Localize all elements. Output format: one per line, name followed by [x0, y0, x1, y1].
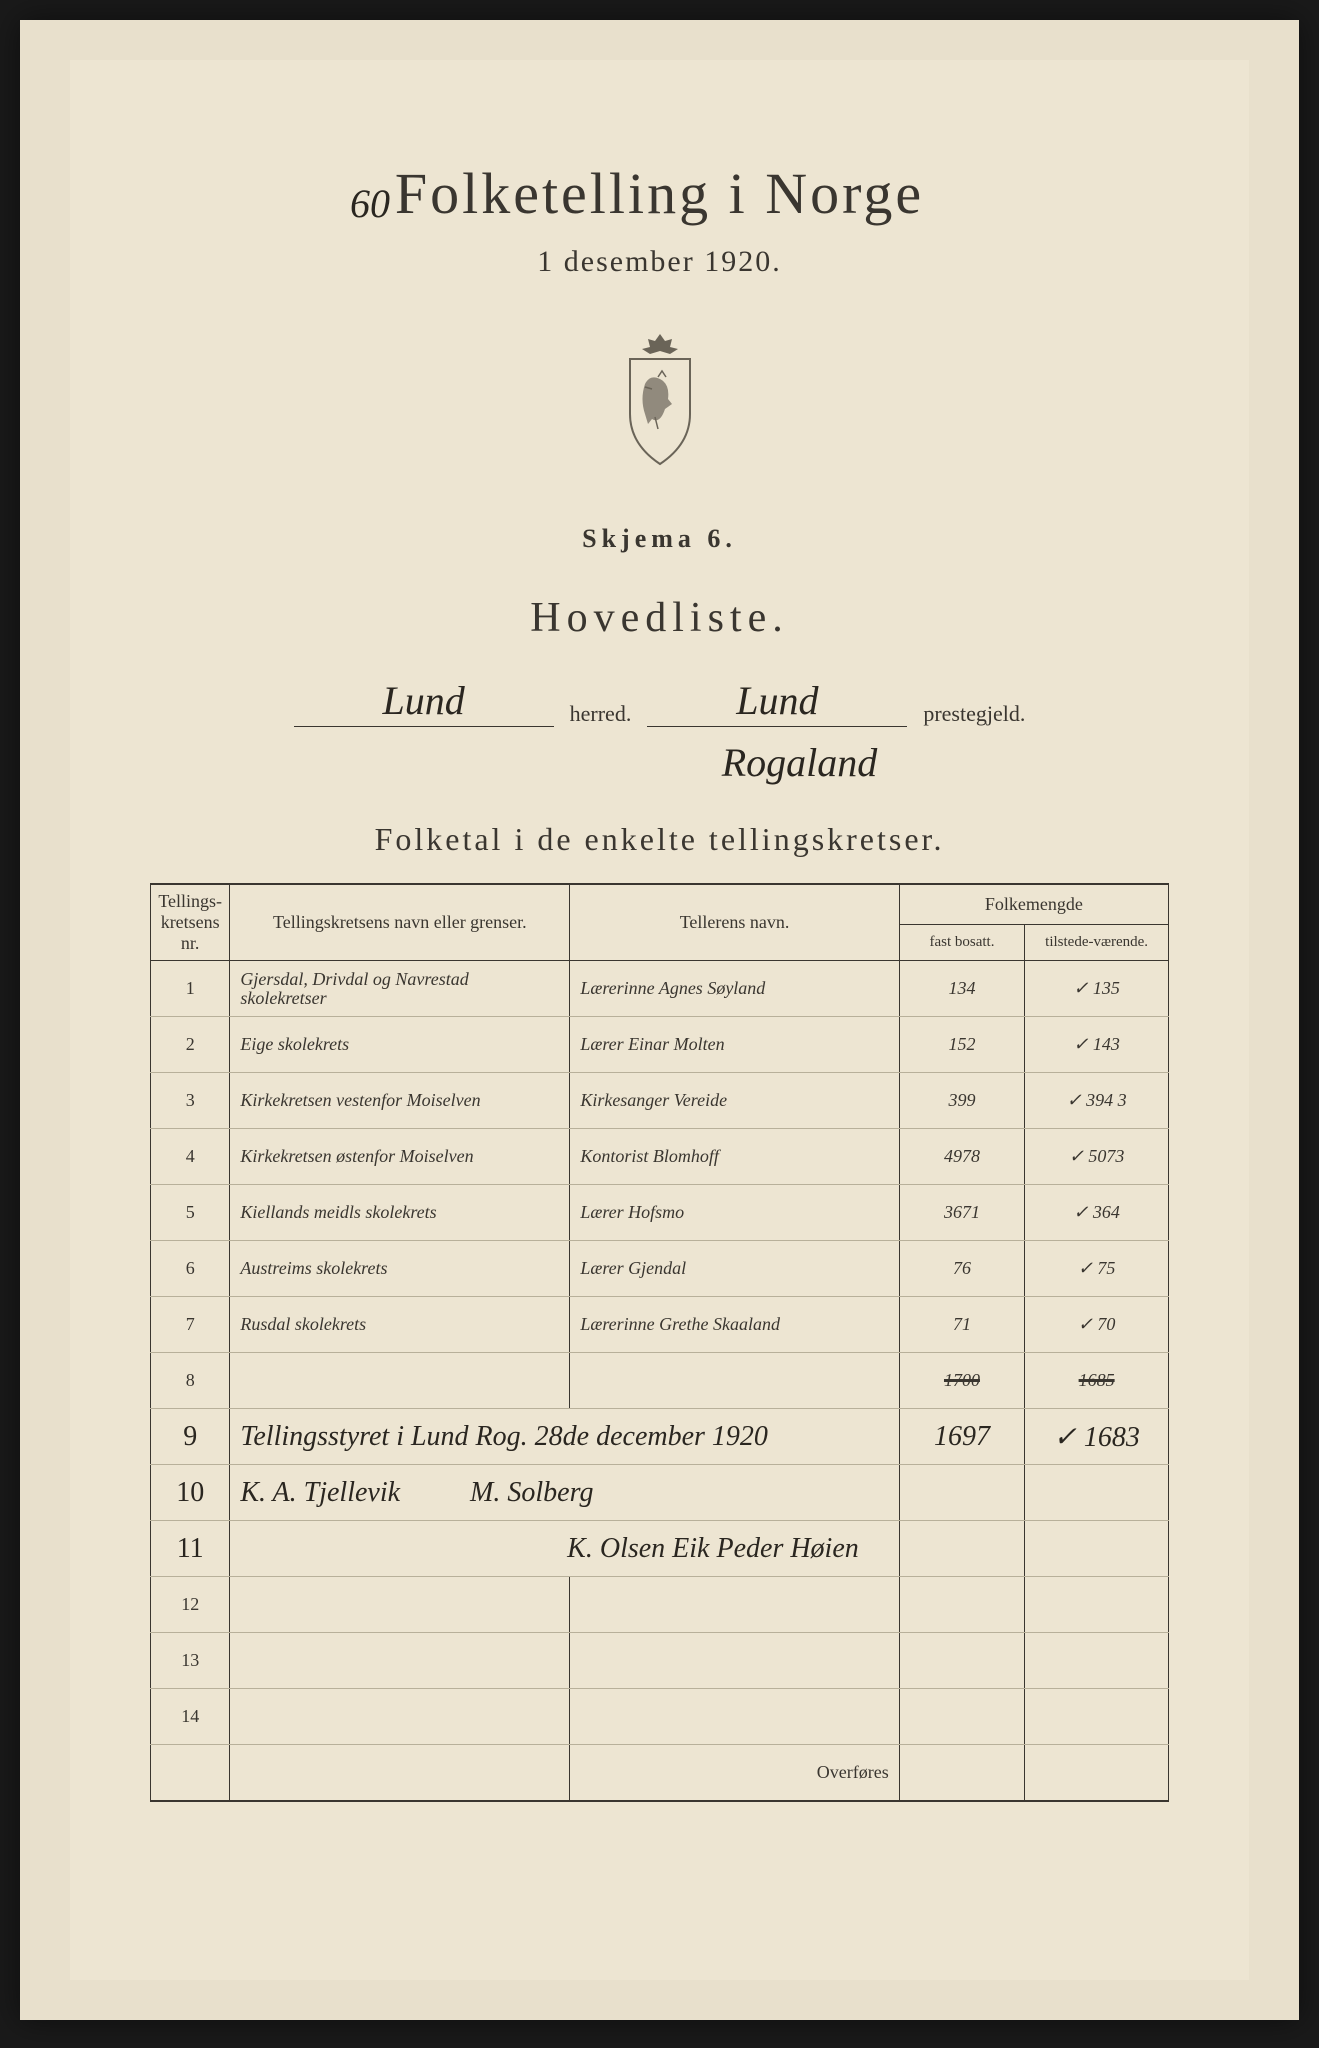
row-tilstede: 1685: [1025, 1353, 1169, 1409]
row-tilstede: ✓ 364: [1025, 1185, 1169, 1241]
row-fast: 76: [899, 1241, 1024, 1297]
table-row: 4 Kirkekretsen østenfor Moiselven Kontor…: [151, 1129, 1169, 1185]
row-nr: 4: [151, 1129, 230, 1185]
crest-icon: [610, 329, 710, 469]
table-row: 8 1700 1685: [151, 1353, 1169, 1409]
row-teller: Lærer Gjendal: [570, 1241, 899, 1297]
header-folkemengde: Folkemengde: [899, 884, 1168, 925]
header-name: Tellingskretsens navn eller grenser.: [230, 884, 570, 961]
district-line: Lund herred. Lund prestegjeld.: [150, 677, 1169, 727]
table-row: 14: [151, 1689, 1169, 1745]
county-value: Rogaland: [722, 740, 878, 785]
row-tilstede: ✓ 1683: [1025, 1409, 1169, 1465]
header-tilstede: tilstede-værende.: [1025, 925, 1169, 961]
herred-value: Lund: [294, 677, 554, 727]
row-nr: 5: [151, 1185, 230, 1241]
prestegjeld-label: prestegjeld.: [923, 701, 1025, 727]
form-number: Skjema 6.: [150, 524, 1169, 554]
row-name: Eige skolekrets: [230, 1017, 570, 1073]
header-teller: Tellerens navn.: [570, 884, 899, 961]
row-tilstede: ✓ 5073: [1025, 1129, 1169, 1185]
census-table: Tellings-kretsens nr. Tellingskretsens n…: [150, 883, 1169, 1802]
row-teller: Lærer Einar Molten: [570, 1017, 899, 1073]
row-name: Rusdal skolekrets: [230, 1297, 570, 1353]
table-row: 11 K. Olsen Eik Peder Høien: [151, 1521, 1169, 1577]
coat-of-arms: [150, 329, 1169, 474]
signature: K. Olsen Eik Peder Høien: [230, 1521, 899, 1577]
county-line: Rogaland: [150, 739, 1169, 786]
note-text: Tellingsstyret i Lund Rog. 28de december…: [230, 1409, 899, 1465]
header-fast: fast bosatt.: [899, 925, 1024, 961]
row-tilstede: ✓ 143: [1025, 1017, 1169, 1073]
row-teller: Lærerinne Grethe Skaaland: [570, 1297, 899, 1353]
row-teller: [570, 1353, 899, 1409]
table-row: 13: [151, 1633, 1169, 1689]
row-name: Kirkekretsen vestenfor Moiselven: [230, 1073, 570, 1129]
row-nr: 8: [151, 1353, 230, 1409]
row-teller: Lærer Hofsmo: [570, 1185, 899, 1241]
table-row: 7 Rusdal skolekrets Lærerinne Grethe Ska…: [151, 1297, 1169, 1353]
row-nr: 7: [151, 1297, 230, 1353]
prestegjeld-value: Lund: [647, 677, 907, 727]
table-row: 5 Kiellands meidls skolekrets Lærer Hofs…: [151, 1185, 1169, 1241]
row-name: Kirkekretsen østenfor Moiselven: [230, 1129, 570, 1185]
row-fast: 134: [899, 961, 1024, 1017]
row-nr: 3: [151, 1073, 230, 1129]
row-nr: 2: [151, 1017, 230, 1073]
table-row: 6 Austreims skolekrets Lærer Gjendal 76 …: [151, 1241, 1169, 1297]
footer-row: Overføres: [151, 1745, 1169, 1801]
row-nr: 1: [151, 961, 230, 1017]
row-fast: 4978: [899, 1129, 1024, 1185]
row-fast: 1700: [899, 1353, 1024, 1409]
row-tilstede: ✓ 75: [1025, 1241, 1169, 1297]
row-fast: 152: [899, 1017, 1024, 1073]
herred-label: herred.: [570, 701, 632, 727]
header-nr: Tellings-kretsens nr.: [151, 884, 230, 961]
table-row: 10 K. A. Tjellevik M. Solberg: [151, 1465, 1169, 1521]
table-row: 12: [151, 1577, 1169, 1633]
row-name: Austreims skolekrets: [230, 1241, 570, 1297]
table-row: 1 Gjersdal, Drivdal og Navrestad skolekr…: [151, 961, 1169, 1017]
table-heading: Folketal i de enkelte tellingskretser.: [150, 821, 1169, 858]
row-nr: 10: [151, 1465, 230, 1521]
row-fast: 1697: [899, 1409, 1024, 1465]
document-page: 60 Folketelling i Norge 1 desember 1920.…: [20, 20, 1299, 2020]
row-tilstede: ✓ 394 3: [1025, 1073, 1169, 1129]
table-row: 2 Eige skolekrets Lærer Einar Molten 152…: [151, 1017, 1169, 1073]
row-tilstede: ✓ 70: [1025, 1297, 1169, 1353]
list-heading: Hovedliste.: [150, 594, 1169, 642]
row-nr: 6: [151, 1241, 230, 1297]
row-nr: 14: [151, 1689, 230, 1745]
date-subtitle: 1 desember 1920.: [150, 245, 1169, 279]
signature: K. A. Tjellevik M. Solberg: [230, 1465, 899, 1521]
row-tilstede: ✓ 135: [1025, 961, 1169, 1017]
corner-annotation: 60: [350, 180, 390, 227]
row-teller: Lærerinne Agnes Søyland: [570, 961, 899, 1017]
row-nr: 11: [151, 1521, 230, 1577]
main-title: Folketelling i Norge: [150, 160, 1169, 227]
row-name: Gjersdal, Drivdal og Navrestad skolekret…: [230, 961, 570, 1017]
table-row: 3 Kirkekretsen vestenfor Moiselven Kirke…: [151, 1073, 1169, 1129]
row-fast: 399: [899, 1073, 1024, 1129]
overfores-label: Overføres: [570, 1745, 899, 1801]
row-teller: Kontorist Blomhoff: [570, 1129, 899, 1185]
row-nr: 9: [151, 1409, 230, 1465]
row-fast: 71: [899, 1297, 1024, 1353]
table-row: 9 Tellingsstyret i Lund Rog. 28de decemb…: [151, 1409, 1169, 1465]
row-fast: 3671: [899, 1185, 1024, 1241]
row-nr: 12: [151, 1577, 230, 1633]
row-nr: 13: [151, 1633, 230, 1689]
row-name: Kiellands meidls skolekrets: [230, 1185, 570, 1241]
paper-sheet: 60 Folketelling i Norge 1 desember 1920.…: [70, 60, 1249, 1980]
row-name: [230, 1353, 570, 1409]
row-teller: Kirkesanger Vereide: [570, 1073, 899, 1129]
